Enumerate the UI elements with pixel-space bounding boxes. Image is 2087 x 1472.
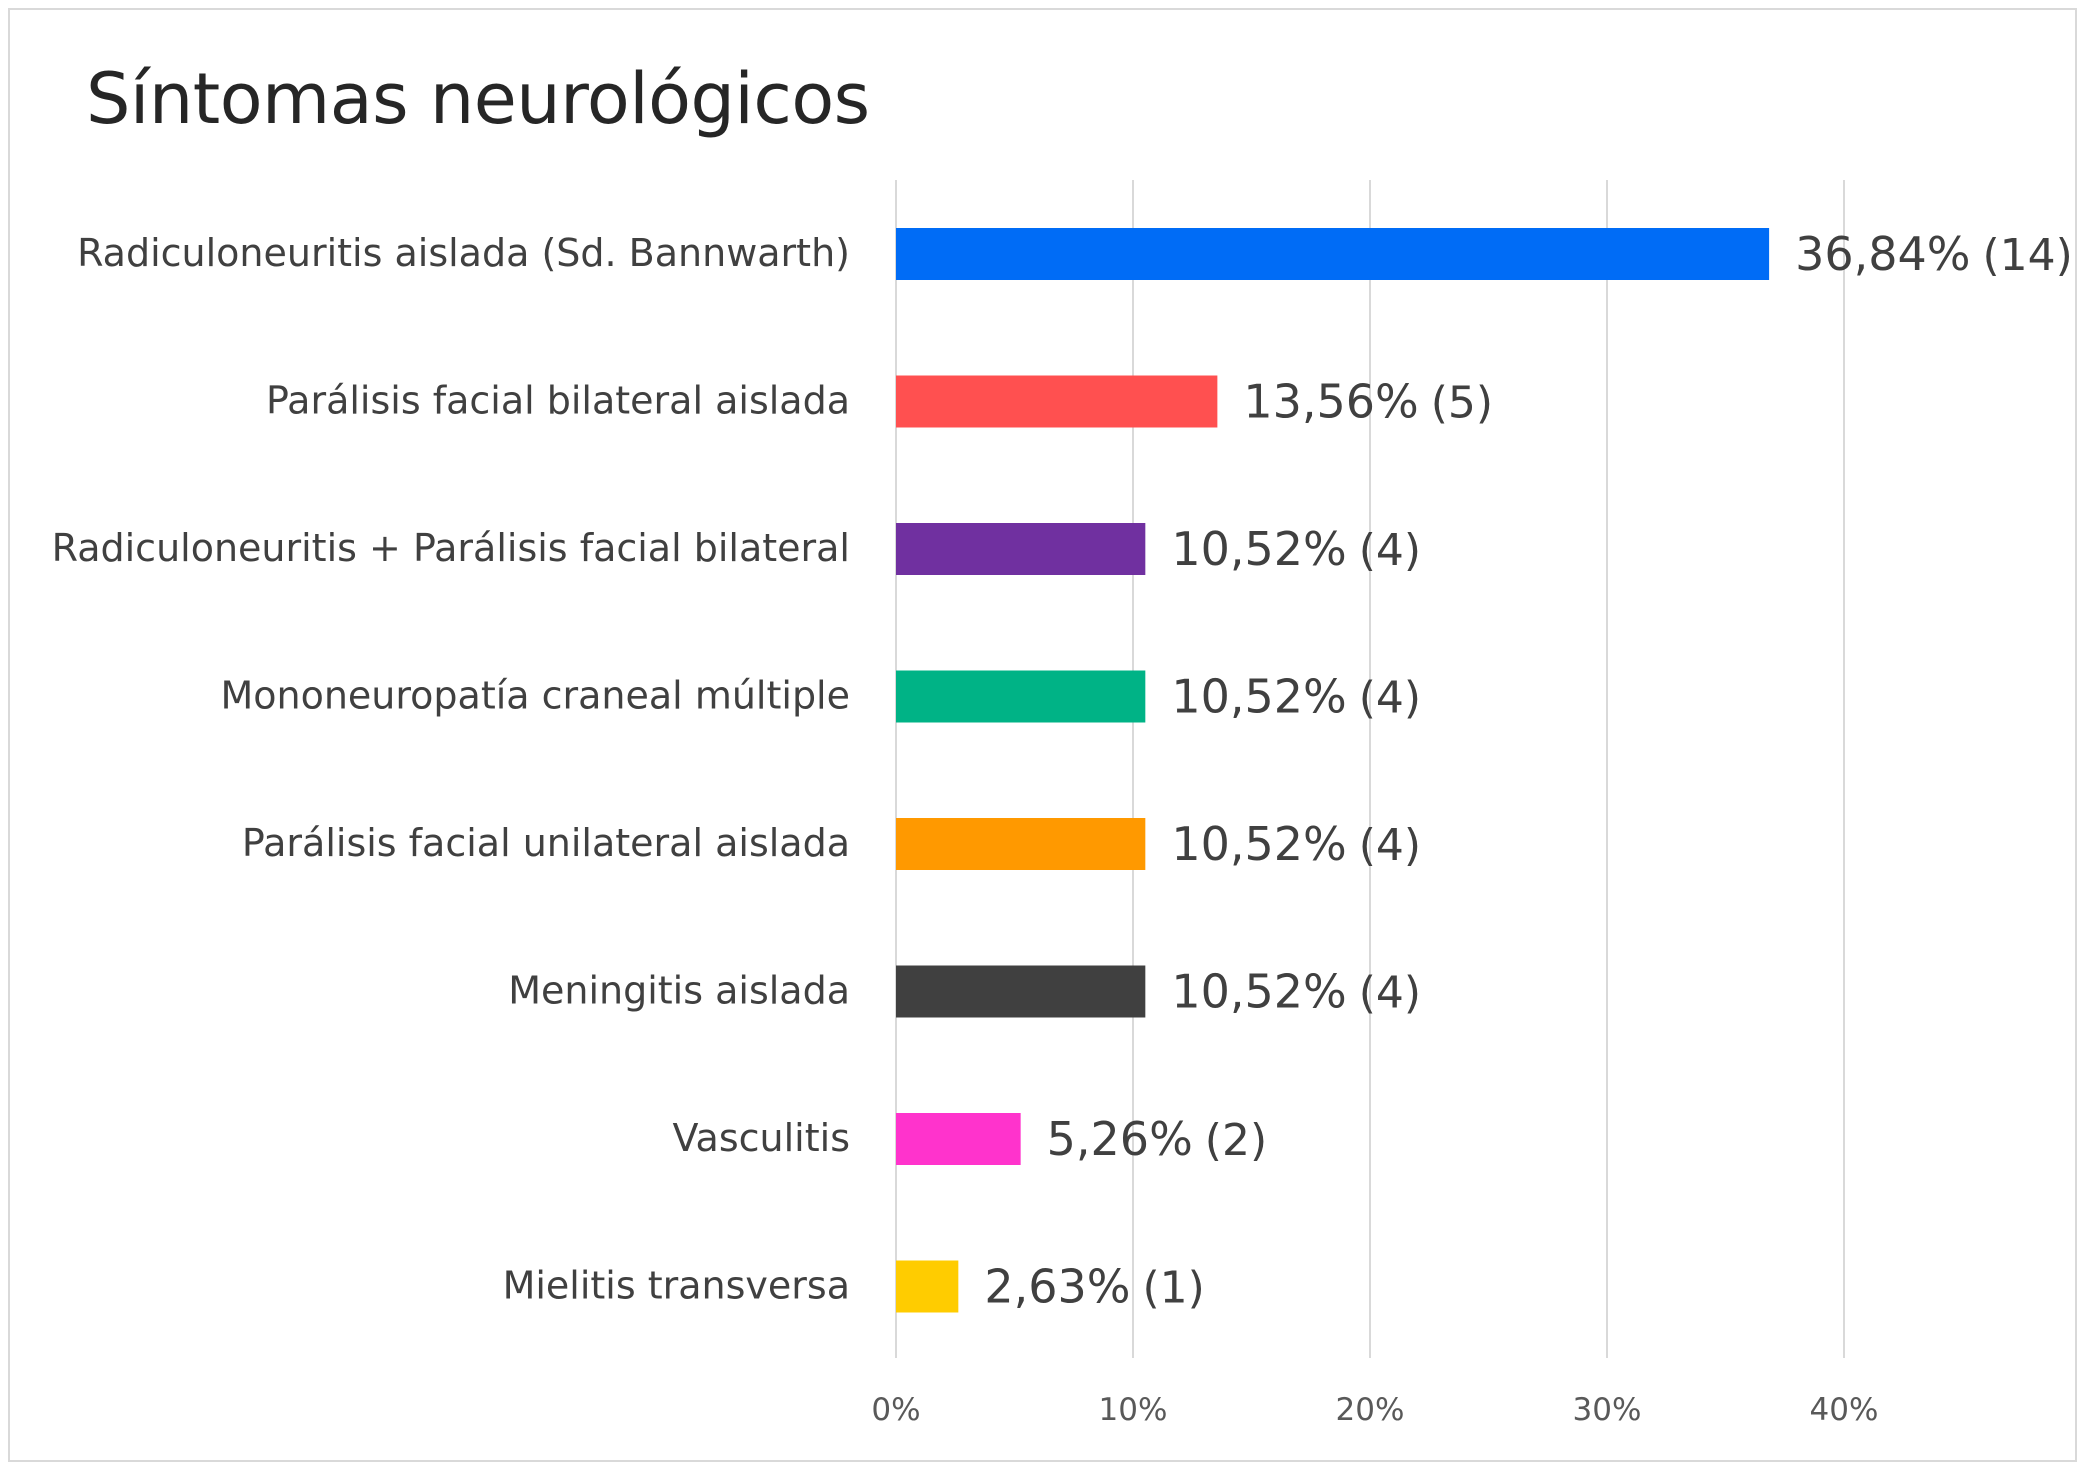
bar xyxy=(896,965,1146,1018)
data-label: 10,52% (4) xyxy=(1171,670,1421,724)
x-tick-label: 20% xyxy=(1336,1392,1405,1428)
data-label-count: (1) xyxy=(1142,1263,1204,1314)
data-label-count: (5) xyxy=(1431,378,1493,429)
x-tick-label: 10% xyxy=(1099,1392,1168,1428)
data-label-count: (4) xyxy=(1359,673,1421,724)
bar xyxy=(896,1113,1021,1165)
x-tick-label: 30% xyxy=(1573,1392,1642,1428)
data-label-count: (4) xyxy=(1359,525,1421,576)
data-label-count: (14) xyxy=(1983,230,2073,281)
data-label-count: (4) xyxy=(1359,968,1421,1019)
data-label-percent: 5,26% xyxy=(1047,1112,1193,1166)
data-label-percent: 2,63% xyxy=(984,1260,1130,1314)
category-label: Meningitis aislada xyxy=(508,969,850,1013)
data-label-count: (2) xyxy=(1205,1115,1267,1166)
category-label: Parálisis facial bilateral aislada xyxy=(266,379,850,423)
bar xyxy=(896,375,1218,428)
x-tick-label: 40% xyxy=(1810,1392,1879,1428)
data-label: 5,26% (2) xyxy=(1047,1112,1267,1166)
data-label-percent: 13,56% xyxy=(1243,375,1418,429)
data-label-count: (4) xyxy=(1359,820,1421,871)
data-label-percent: 10,52% xyxy=(1171,670,1346,724)
category-label: Parálisis facial unilateral aislada xyxy=(242,821,850,865)
category-label: Radiculoneuritis + Parálisis facial bila… xyxy=(52,526,850,570)
data-label-percent: 10,52% xyxy=(1171,817,1346,871)
category-label: Mononeuropatía craneal múltiple xyxy=(220,674,850,718)
chart-title: Síntomas neurológicos xyxy=(86,58,870,140)
bar xyxy=(896,523,1146,575)
data-label: 36,84% (14) xyxy=(1795,227,2073,281)
bar xyxy=(896,228,1770,280)
data-label-percent: 10,52% xyxy=(1171,522,1346,576)
category-label: Mielitis transversa xyxy=(503,1264,850,1308)
category-label: Vasculitis xyxy=(673,1116,850,1160)
data-label-percent: 10,52% xyxy=(1171,965,1346,1019)
bar xyxy=(896,670,1146,723)
data-label: 10,52% (4) xyxy=(1171,522,1421,576)
data-label-percent: 36,84% xyxy=(1795,227,1970,281)
bar xyxy=(896,1260,959,1313)
data-label: 10,52% (4) xyxy=(1171,965,1421,1019)
category-label: Radiculoneuritis aislada (Sd. Bannwarth) xyxy=(77,231,850,275)
data-label: 10,52% (4) xyxy=(1171,817,1421,871)
bar xyxy=(896,818,1146,870)
x-tick-label: 0% xyxy=(871,1392,920,1428)
data-label: 2,63% (1) xyxy=(984,1260,1204,1314)
data-label: 13,56% (5) xyxy=(1243,375,1493,429)
